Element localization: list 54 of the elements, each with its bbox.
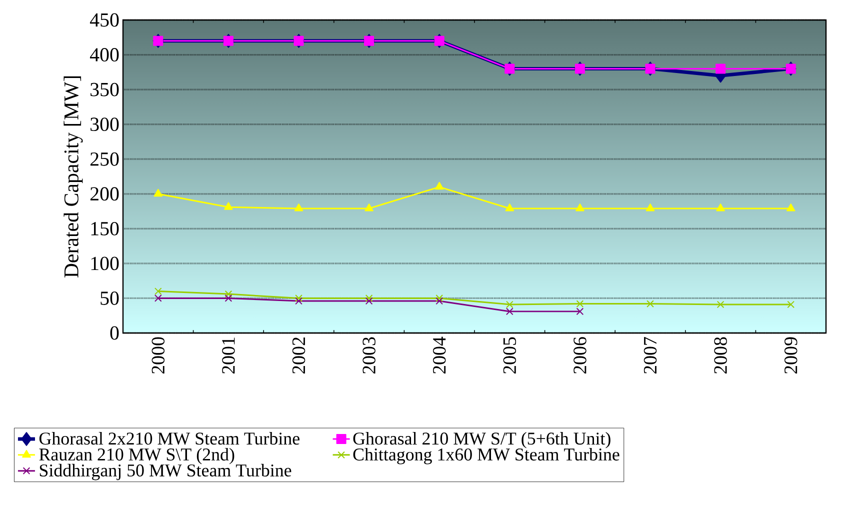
- point: [576, 308, 584, 316]
- point: [364, 203, 374, 212]
- y-tick-label: 0: [110, 326, 119, 340]
- point: [646, 203, 655, 212]
- x-tick-label: 2006: [574, 337, 586, 374]
- point: [154, 288, 162, 295]
- point: [576, 203, 584, 212]
- y-tick-label: 300: [90, 118, 119, 132]
- point: [646, 300, 654, 308]
- y-tick-label: 450: [90, 13, 119, 27]
- point: [506, 300, 514, 308]
- y-axis-title: Derated Capacity [MW]: [64, 76, 83, 278]
- legend-label: Ghorasal 2x210 MW Steam Turbine: [39, 432, 300, 445]
- legend-label: Rauzan 210 MW S\T (2nd): [39, 448, 234, 464]
- y-tick-label: 250: [90, 152, 119, 166]
- x-tick-label: 2001: [222, 338, 235, 374]
- point: [224, 290, 232, 298]
- x-tick-label: 2000: [152, 337, 165, 374]
- point: [434, 182, 444, 190]
- point: [294, 203, 304, 212]
- point: [295, 294, 302, 302]
- point: [506, 308, 514, 316]
- y-tick-label: 100: [91, 256, 119, 270]
- point: [154, 188, 163, 197]
- point: [716, 64, 726, 74]
- point: [365, 297, 373, 305]
- x-tick-label: 2009: [784, 337, 798, 374]
- x-tick-label: 2008: [714, 337, 727, 374]
- legend-label: Ghorasal 210 MW S/T (5+6th Unit): [353, 432, 610, 448]
- x-tick-label: 2003: [362, 337, 376, 374]
- point: [786, 203, 796, 212]
- point: [224, 294, 232, 302]
- point: [224, 202, 233, 210]
- y-tick-label: 150: [91, 222, 119, 236]
- y-tick-label: 50: [100, 292, 119, 305]
- point: [505, 203, 514, 212]
- point: [787, 300, 795, 308]
- x-tick-label: 2002: [292, 338, 306, 374]
- point: [716, 300, 724, 308]
- point: [154, 294, 162, 302]
- y-tick-label: 400: [90, 48, 119, 62]
- point: [436, 297, 444, 305]
- x-tick-label: 2005: [503, 337, 516, 374]
- point: [436, 294, 444, 302]
- point: [295, 297, 302, 305]
- y-tick-label: 350: [90, 82, 119, 96]
- x-tick-label: 2007: [644, 337, 657, 374]
- legend-label: Siddhirganj 50 MW Steam Turbine: [40, 464, 292, 480]
- y-tick-label: 200: [90, 187, 119, 201]
- point: [716, 203, 725, 212]
- point: [576, 300, 584, 308]
- point: [365, 294, 373, 302]
- legend-label: Chittagong 1x60 MW Steam Turbine: [353, 448, 620, 464]
- x-tick-label: 2004: [432, 336, 446, 374]
